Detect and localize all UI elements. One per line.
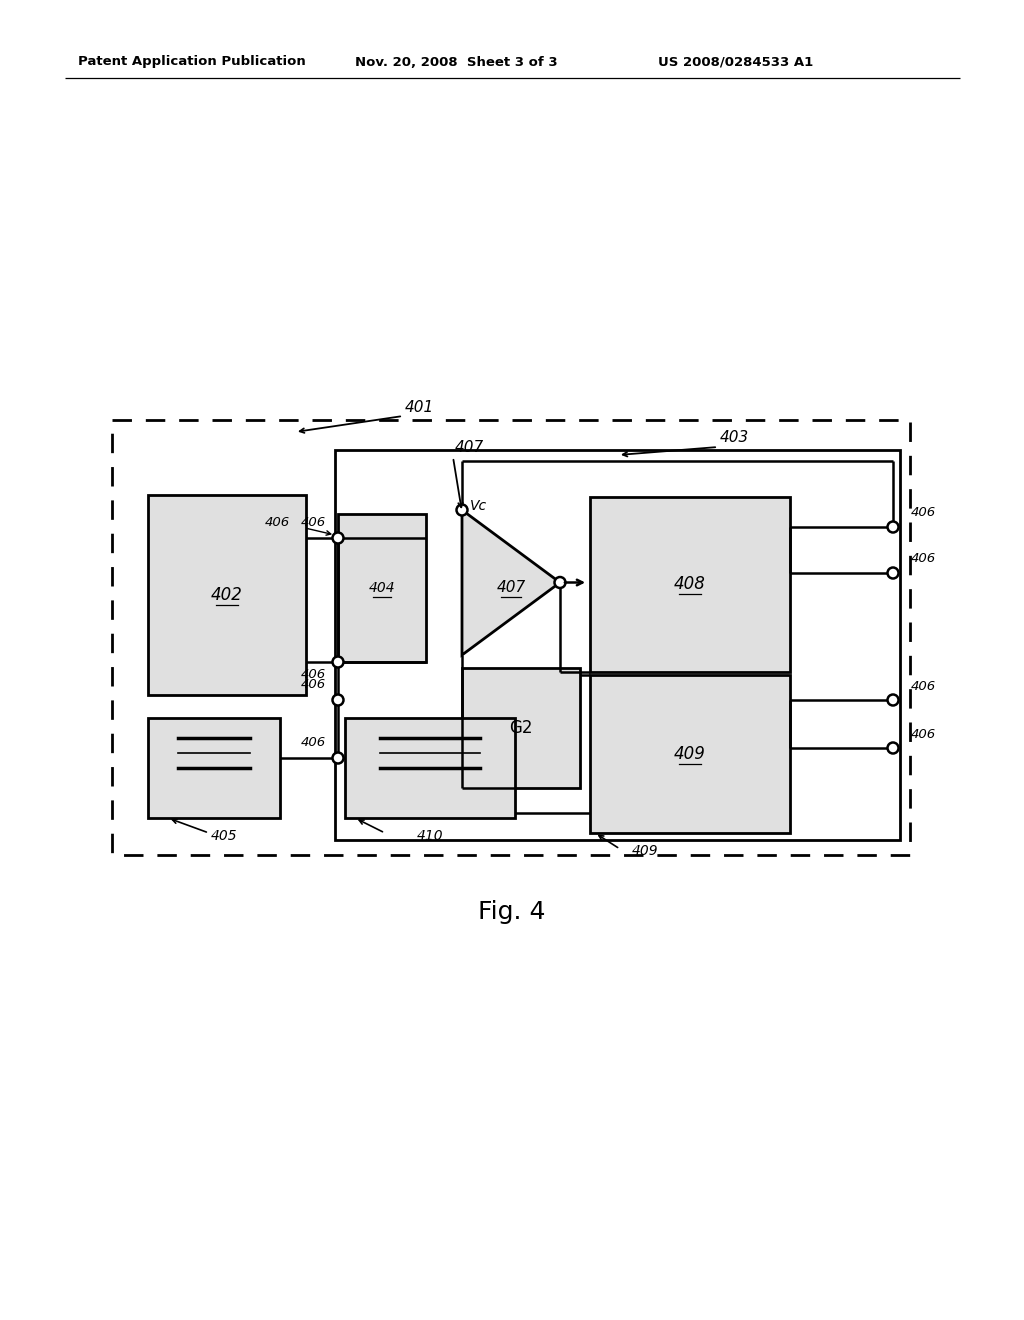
Bar bbox=[112, 420, 910, 855]
Text: 409: 409 bbox=[632, 843, 658, 858]
Text: 406: 406 bbox=[265, 516, 290, 529]
Bar bbox=[590, 498, 790, 672]
Circle shape bbox=[888, 694, 898, 705]
Text: 402: 402 bbox=[211, 586, 243, 605]
Bar bbox=[590, 675, 790, 833]
Text: 401: 401 bbox=[406, 400, 434, 414]
Circle shape bbox=[333, 752, 343, 763]
Text: 409: 409 bbox=[674, 744, 706, 763]
Text: 406: 406 bbox=[911, 680, 936, 693]
Circle shape bbox=[555, 577, 565, 587]
Text: Nov. 20, 2008  Sheet 3 of 3: Nov. 20, 2008 Sheet 3 of 3 bbox=[355, 55, 558, 69]
Text: G2: G2 bbox=[509, 719, 532, 737]
Text: 404: 404 bbox=[369, 581, 395, 595]
Text: 406: 406 bbox=[301, 668, 326, 681]
Circle shape bbox=[888, 521, 898, 532]
Circle shape bbox=[888, 742, 898, 754]
Text: US 2008/0284533 A1: US 2008/0284533 A1 bbox=[658, 55, 813, 69]
Circle shape bbox=[333, 532, 343, 544]
Text: 406: 406 bbox=[301, 737, 326, 750]
Circle shape bbox=[333, 694, 343, 705]
Circle shape bbox=[888, 568, 898, 578]
Text: Patent Application Publication: Patent Application Publication bbox=[78, 55, 306, 69]
Text: 406: 406 bbox=[911, 727, 936, 741]
Text: 406: 406 bbox=[301, 516, 326, 529]
Text: Vc: Vc bbox=[470, 499, 487, 513]
Text: 408: 408 bbox=[674, 576, 706, 593]
Text: 410: 410 bbox=[417, 829, 443, 843]
Text: 405: 405 bbox=[211, 829, 238, 843]
Text: 407: 407 bbox=[497, 579, 525, 595]
Bar bbox=[148, 495, 306, 696]
Text: 406: 406 bbox=[911, 553, 936, 565]
Bar bbox=[335, 450, 900, 840]
Text: 406: 406 bbox=[911, 507, 936, 520]
Circle shape bbox=[333, 656, 343, 668]
Text: 403: 403 bbox=[720, 430, 750, 445]
Bar bbox=[148, 718, 280, 818]
Bar bbox=[345, 718, 515, 818]
Text: 406: 406 bbox=[301, 678, 326, 692]
Bar bbox=[338, 513, 426, 663]
Text: Fig. 4: Fig. 4 bbox=[478, 900, 546, 924]
Polygon shape bbox=[462, 510, 560, 655]
Text: 407: 407 bbox=[455, 440, 484, 455]
Bar bbox=[462, 668, 580, 788]
Circle shape bbox=[457, 504, 468, 516]
